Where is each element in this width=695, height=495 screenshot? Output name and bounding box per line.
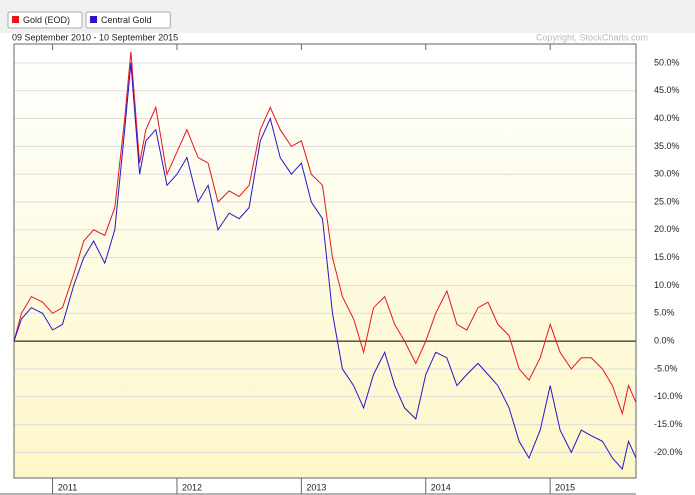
y-tick-label: 0.0% <box>654 335 675 345</box>
legend-label: Central Gold <box>101 15 152 25</box>
series-line <box>13 51 637 416</box>
y-tick-label: 5.0% <box>654 308 675 318</box>
y-tick-label: 50.0% <box>654 57 680 67</box>
x-tick-label: 2015 <box>555 482 575 492</box>
y-tick-label: 10.0% <box>654 280 680 290</box>
x-tick-label: 2013 <box>306 482 326 492</box>
y-tick-label: 20.0% <box>654 224 680 234</box>
x-tick-label: 2011 <box>58 482 77 492</box>
x-tick-label: 2014 <box>431 482 451 492</box>
legend-box <box>85 11 171 29</box>
y-tick-label: 15.0% <box>654 252 680 262</box>
x-tick-label: 2012 <box>182 482 202 492</box>
legend-swatch <box>90 16 97 23</box>
y-tick-label: -10.0% <box>654 391 683 401</box>
subtitle: 09 September 2010 - 10 September 2015 <box>12 32 178 42</box>
y-tick-label: -20.0% <box>654 447 683 457</box>
plot-border <box>13 43 637 479</box>
y-tick-label: 35.0% <box>654 141 680 151</box>
legend-box <box>7 11 83 29</box>
copyright: Copyright, StockCharts.com <box>536 32 648 42</box>
y-tick-label: -5.0% <box>654 363 678 373</box>
y-tick-label: 45.0% <box>654 85 680 95</box>
y-tick-label: -15.0% <box>654 419 683 429</box>
plot-area <box>14 44 636 478</box>
series-line <box>13 62 637 471</box>
legend-label: Gold (EOD) <box>23 15 70 25</box>
y-tick-label: 25.0% <box>654 196 680 206</box>
y-tick-label: 40.0% <box>654 113 680 123</box>
legend-swatch <box>12 16 19 23</box>
y-tick-label: 30.0% <box>654 169 680 179</box>
